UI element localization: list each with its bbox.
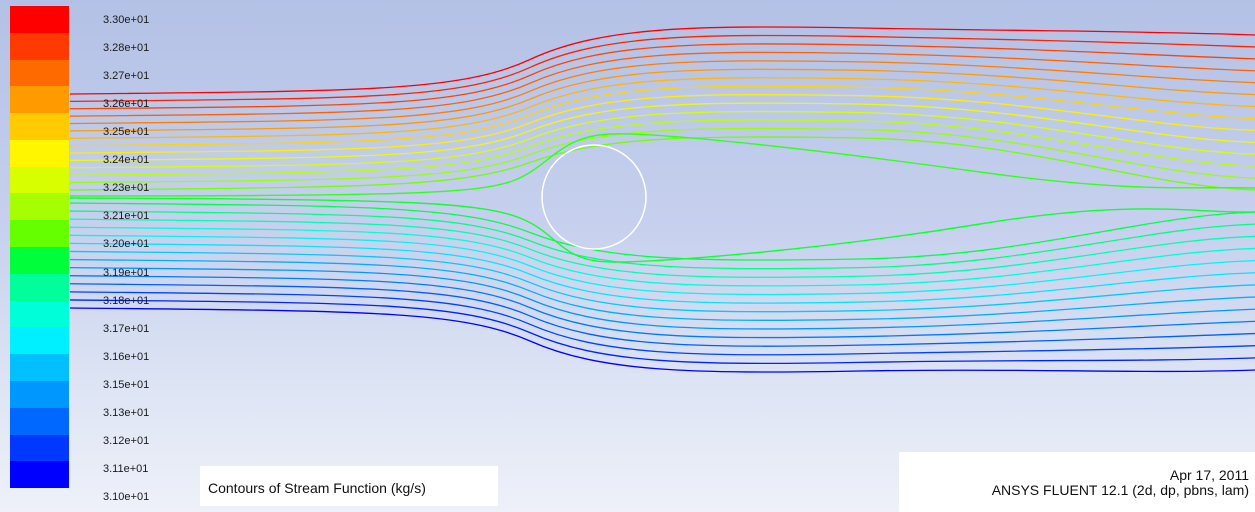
colorbar-band xyxy=(10,380,69,408)
plot-title: Contours of Stream Function (kg/s) xyxy=(200,466,498,506)
streamline xyxy=(69,34,1255,103)
streamline xyxy=(69,119,1255,176)
colorbar-label: 3.28e+01 xyxy=(103,42,150,55)
colorbar-label: 3.13e+01 xyxy=(103,406,150,419)
streamline xyxy=(69,275,1255,339)
colorbar-labels: 3.30e+01 3.28e+01 3.27e+01 3.26e+01 3.25e+01… xyxy=(0,0,200,512)
streamline xyxy=(69,234,1255,296)
colorbar-label: 3.23e+01 xyxy=(103,182,150,195)
colorbar-label: 3.17e+01 xyxy=(103,322,150,335)
colorbar-label: 3.27e+01 xyxy=(103,70,150,83)
colorbar-band xyxy=(10,113,69,140)
colorbar-label: 3.12e+01 xyxy=(103,434,150,447)
colorbar-band xyxy=(10,300,69,328)
streamline xyxy=(69,266,1255,330)
colorbar-label: 3.10e+01 xyxy=(103,491,150,503)
streamline xyxy=(69,110,1255,169)
colorbar-label: 3.30e+01 xyxy=(103,14,150,26)
colorbar-band xyxy=(10,247,69,274)
streamline xyxy=(69,133,1255,197)
info-box: Apr 17, 2011 ANSYS FLUENT 12.1 (2d, dp, … xyxy=(899,452,1255,512)
streamline xyxy=(69,85,1255,147)
streamline xyxy=(69,218,1255,278)
streamline xyxy=(69,291,1255,356)
colorbar-label: 3.26e+01 xyxy=(103,98,150,111)
streamline xyxy=(69,102,1255,162)
streamline xyxy=(69,77,1255,139)
streamline xyxy=(69,136,1255,191)
colorbar-band xyxy=(10,59,69,87)
colorbar-label: 3.16e+01 xyxy=(103,350,150,363)
streamline xyxy=(69,94,1255,154)
colorbar xyxy=(10,6,69,489)
colorbar-band xyxy=(10,166,69,194)
streamline xyxy=(69,299,1255,365)
colorbar-band xyxy=(10,193,69,221)
colorbar-label: 3.25e+01 xyxy=(103,126,150,139)
colorbar-label: 3.21e+01 xyxy=(103,210,150,223)
streamline xyxy=(69,250,1255,313)
colorbar-label: 3.15e+01 xyxy=(103,378,150,391)
colorbar-label: 3.24e+01 xyxy=(103,154,150,167)
streamlines xyxy=(69,26,1255,373)
streamline xyxy=(69,258,1255,321)
colorbar-band xyxy=(10,327,69,355)
colorbar-band xyxy=(10,220,69,248)
colorbar-label: 3.18e+01 xyxy=(103,294,150,307)
streamline xyxy=(69,26,1255,95)
colorbar-band xyxy=(10,354,69,381)
colorbar-band xyxy=(10,6,69,33)
colorbar-label: 3.20e+01 xyxy=(103,238,150,251)
streamline xyxy=(69,242,1255,304)
colorbar-label: 3.19e+01 xyxy=(103,266,150,279)
colorbar-band xyxy=(10,407,69,435)
colorbar-band xyxy=(10,139,69,167)
date-label: Apr 17, 2011 xyxy=(1169,467,1249,483)
streamline xyxy=(69,210,1255,270)
streamline xyxy=(69,68,1255,132)
streamline xyxy=(69,307,1255,373)
streamline xyxy=(69,226,1255,287)
streamline xyxy=(69,51,1255,117)
colorbar-band xyxy=(10,86,69,114)
software-label: ANSYS FLUENT 12.1 (2d, dp, pbns, lam) xyxy=(991,482,1249,498)
colorbar-band xyxy=(10,273,69,301)
streamline xyxy=(69,197,1255,263)
colorbar-label: 3.11e+01 xyxy=(103,462,149,475)
streamline xyxy=(69,60,1255,125)
streamline xyxy=(69,127,1255,184)
streamline xyxy=(69,202,1255,261)
colorbar-band xyxy=(10,461,69,489)
colorbar-band xyxy=(10,32,69,60)
cylinder-obstacle xyxy=(541,144,647,250)
colorbar-band xyxy=(10,434,69,462)
streamline xyxy=(69,283,1255,347)
streamline xyxy=(69,43,1255,110)
